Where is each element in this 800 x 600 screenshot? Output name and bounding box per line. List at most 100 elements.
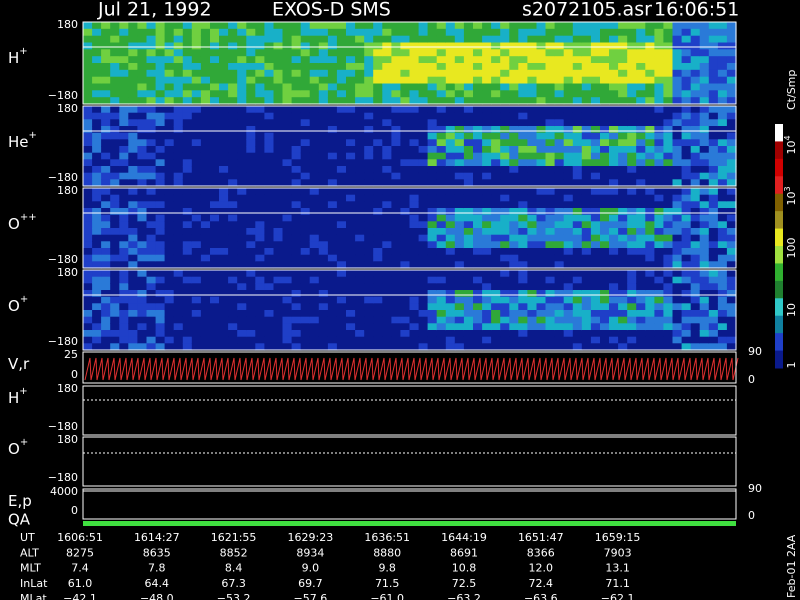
spectrogram-cell — [427, 283, 438, 291]
spectrogram-cell — [128, 221, 138, 229]
spectrogram-cell — [618, 49, 628, 57]
spectrogram-cell — [119, 159, 129, 167]
spectrogram-cell — [436, 336, 447, 344]
spectrogram-cell — [409, 22, 420, 30]
qa-bar — [83, 521, 736, 526]
spectrogram-cell — [219, 22, 229, 30]
spectrogram-cell — [101, 248, 111, 256]
spectrogram-cell — [246, 139, 256, 147]
spectrogram-cell — [228, 126, 238, 134]
spectrogram-cell — [382, 83, 392, 91]
spectrogram-cell — [509, 290, 519, 298]
spectrogram-cell — [110, 276, 120, 284]
spectrogram-cell — [219, 303, 229, 311]
spectrogram-cell — [445, 90, 456, 98]
spectrogram-cell — [92, 83, 102, 91]
spectrogram-cell — [600, 119, 610, 127]
spectrogram-cell — [200, 76, 211, 85]
spectrogram-cell — [627, 132, 637, 140]
spectrogram-cell — [101, 76, 111, 85]
spectrogram-cell — [627, 179, 637, 187]
spectrogram-cell — [708, 343, 719, 351]
spectrogram-cell — [463, 194, 474, 202]
spectrogram-cell — [291, 201, 302, 209]
spectrogram-cell — [228, 90, 238, 98]
spectrogram-cell — [454, 139, 465, 147]
y2-tick-label: 0 — [748, 373, 755, 386]
spectrogram-cell — [572, 76, 583, 85]
spectrogram-cell — [654, 63, 665, 71]
spectrogram-cell — [364, 139, 374, 147]
spectrogram-cell — [699, 35, 710, 44]
spectrogram-cell — [273, 194, 284, 202]
spectrogram-cell — [672, 290, 683, 298]
spectrogram-cell — [264, 188, 275, 196]
spectrogram-cell — [672, 261, 683, 269]
spectrogram-cell — [291, 42, 302, 50]
spectrogram-cell — [191, 276, 202, 284]
spectrogram-cell — [636, 83, 646, 91]
table-cell: 64.4 — [145, 577, 170, 590]
spectrogram-cell — [255, 166, 265, 174]
spectrogram-cell — [563, 119, 574, 127]
spectrogram-cell — [255, 310, 265, 318]
spectrogram-cell — [83, 35, 93, 44]
spectrogram-cell — [645, 270, 655, 278]
spectrogram-cell — [255, 228, 265, 236]
spectrogram-cell — [264, 323, 275, 331]
spectrogram-cell — [663, 270, 674, 278]
spectrogram-cell — [92, 188, 102, 196]
spectrogram-cell — [726, 132, 737, 140]
table-cell: 72.4 — [529, 577, 554, 590]
spectrogram-cell — [600, 35, 610, 44]
spectrogram-cell — [327, 152, 338, 160]
spectrogram-cell — [491, 56, 501, 64]
spectrogram-cell — [83, 336, 93, 344]
spectrogram-cell — [400, 208, 411, 216]
spectrogram-cell — [454, 323, 465, 331]
spectrogram-cell — [690, 22, 701, 30]
colorbar-cell — [775, 298, 783, 317]
spectrogram-cell — [636, 166, 646, 174]
spectrogram-cell — [219, 28, 229, 37]
colorbar-tick-label: 1 — [785, 362, 798, 369]
spectrogram-cell — [255, 343, 265, 351]
spectrogram-cell — [228, 112, 238, 120]
spectrogram-cell — [609, 42, 619, 50]
spectrogram-cell — [200, 248, 211, 256]
spectrogram-cell — [300, 97, 311, 105]
spectrogram-cell — [83, 283, 93, 291]
spectrogram-cell — [600, 83, 610, 91]
spectrogram-cell — [182, 56, 193, 64]
spectrogram-cell — [101, 159, 111, 167]
spectrogram-cell — [491, 234, 501, 242]
spectrogram-cell — [708, 166, 719, 174]
spectrogram-cell — [300, 290, 311, 298]
spectrogram-cell — [210, 22, 220, 30]
spectrogram-cell — [164, 270, 175, 278]
spectrogram-cell — [590, 132, 601, 140]
spectrogram-cell — [309, 208, 320, 216]
spectrogram-cell — [699, 83, 710, 91]
spectrogram-cell — [663, 323, 674, 331]
spectrogram-cell — [563, 234, 574, 242]
spectrogram-cell — [409, 146, 420, 154]
spectrogram-cell — [690, 261, 701, 269]
spectrogram-cell — [273, 310, 284, 318]
spectrogram-cell — [110, 336, 120, 344]
spectrogram-cell — [373, 330, 383, 338]
spectrogram-cell — [400, 132, 411, 140]
spectrogram-cell — [373, 49, 383, 57]
spectrogram-cell — [563, 69, 574, 78]
spectrogram-cell — [364, 323, 374, 331]
spectrogram-cell — [137, 188, 148, 196]
spectrogram-cell — [518, 132, 528, 140]
spectrogram-cell — [264, 336, 275, 344]
spectrogram-cell — [536, 343, 547, 351]
spectrogram-cell — [699, 276, 710, 284]
spectrogram-cell — [191, 201, 202, 209]
spectrogram-cell — [581, 228, 592, 236]
spectrogram-cell — [409, 221, 420, 229]
spectrogram-cell — [473, 330, 483, 338]
spectrogram-cell — [572, 248, 583, 256]
